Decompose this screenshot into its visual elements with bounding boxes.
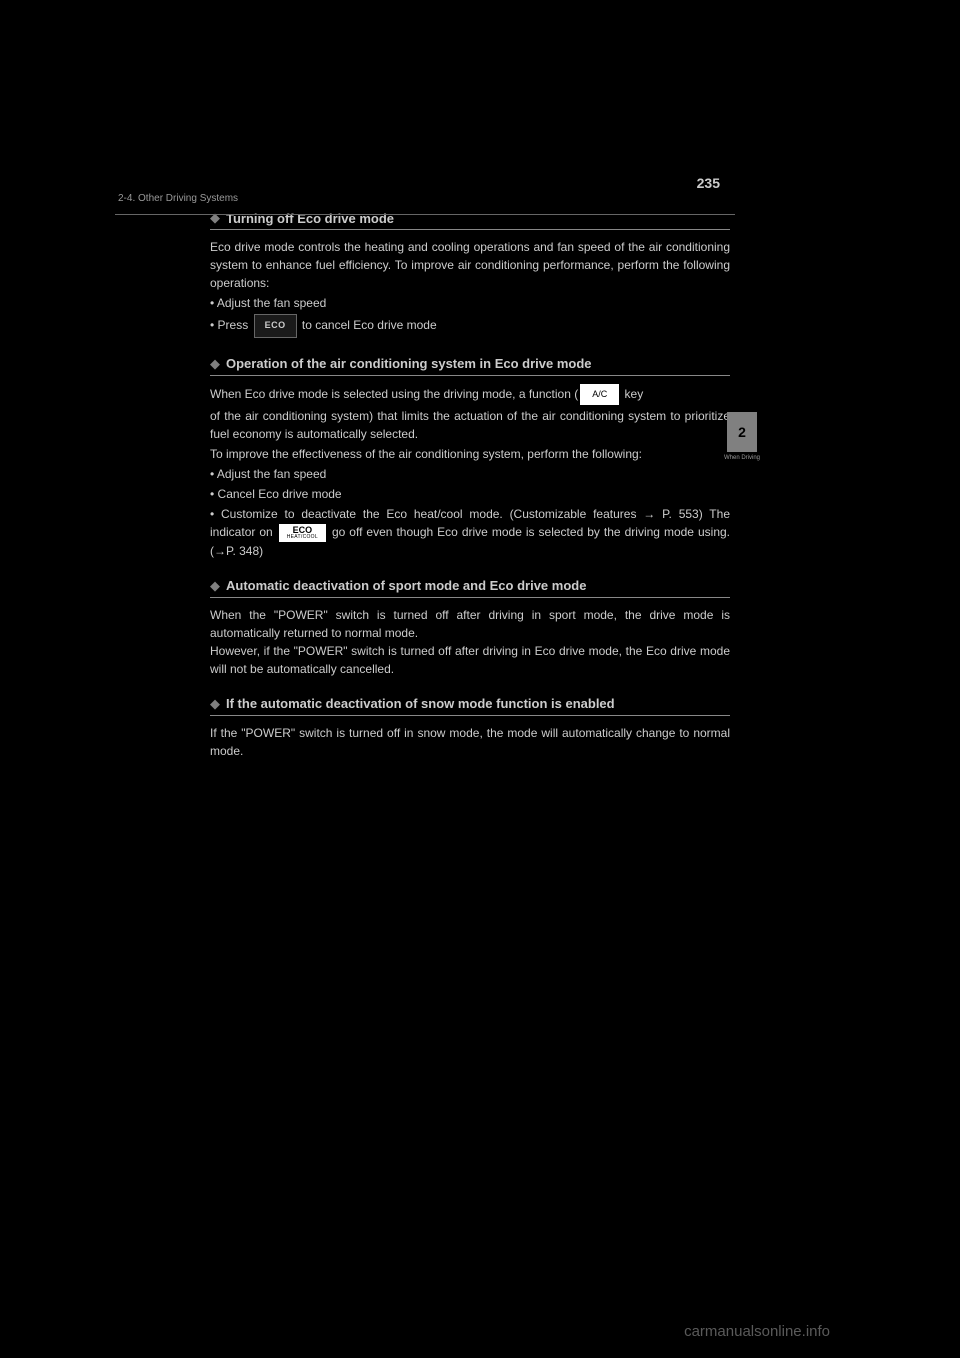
body-text: When Eco drive mode is selected using th… [210,384,730,406]
section-snow-mode: ◆ If the automatic deactivation of snow … [210,696,730,760]
bullet-text: • Cancel Eco drive mode [210,485,730,503]
section-title: Automatic deactivation of sport mode and… [226,578,586,593]
diamond-icon: ◆ [210,578,220,594]
page-number: 235 [697,175,720,191]
section-tab-label: When Driving [724,455,760,462]
section-tab: 2 [727,412,757,452]
content-area: ◆ Turning off Eco drive mode Eco drive m… [210,210,730,760]
section-title: If the automatic deactivation of snow mo… [226,696,615,711]
header-divider [115,214,735,215]
body-text: When the "POWER" switch is turned off af… [210,606,730,678]
body-text: To improve the effectiveness of the air … [210,445,730,463]
body-text: Eco drive mode controls the heating and … [210,238,730,292]
section-body: When Eco drive mode is selected using th… [210,384,730,560]
bullet-text: • Adjust the fan speed [210,465,730,483]
bullet-text: • Customize to deactivate the Eco heat/c… [210,505,730,560]
eco-heatcool-icon: ECOHEAT/COOL [279,524,326,542]
section-body: When the "POWER" switch is turned off af… [210,606,730,678]
bullet-text: • Adjust the fan speed [210,294,730,312]
bullet-text: • Press ECO to cancel Eco drive mode [210,314,730,338]
section-tab-number: 2 [738,424,746,440]
eco-button-icon: ECO [254,314,297,338]
section-header: ◆ Turning off Eco drive mode [210,210,730,230]
watermark: carmanualsonline.info [684,1323,830,1340]
diamond-icon: ◆ [210,356,220,372]
section-header: ◆ Operation of the air conditioning syst… [210,356,730,376]
body-text: If the "POWER" switch is turned off in s… [210,724,730,760]
diamond-icon: ◆ [210,696,220,712]
manual-page: 235 2-4. Other Driving Systems 2 When Dr… [0,0,960,1358]
section-header: ◆ Automatic deactivation of sport mode a… [210,578,730,598]
section-eco-off: ◆ Turning off Eco drive mode Eco drive m… [210,210,730,338]
section-ac-eco: ◆ Operation of the air conditioning syst… [210,356,730,560]
section-body: If the "POWER" switch is turned off in s… [210,724,730,760]
section-header: ◆ If the automatic deactivation of snow … [210,696,730,716]
body-text: of the air conditioning system) that lim… [210,407,730,443]
ac-button-icon: A/C [580,384,619,406]
diamond-icon: ◆ [210,210,220,226]
section-title: Turning off Eco drive mode [226,211,394,226]
section-title: Operation of the air conditioning system… [226,356,592,371]
header-breadcrumb: 2-4. Other Driving Systems [118,193,238,204]
section-auto-deactivation: ◆ Automatic deactivation of sport mode a… [210,578,730,678]
section-body: Eco drive mode controls the heating and … [210,238,730,338]
